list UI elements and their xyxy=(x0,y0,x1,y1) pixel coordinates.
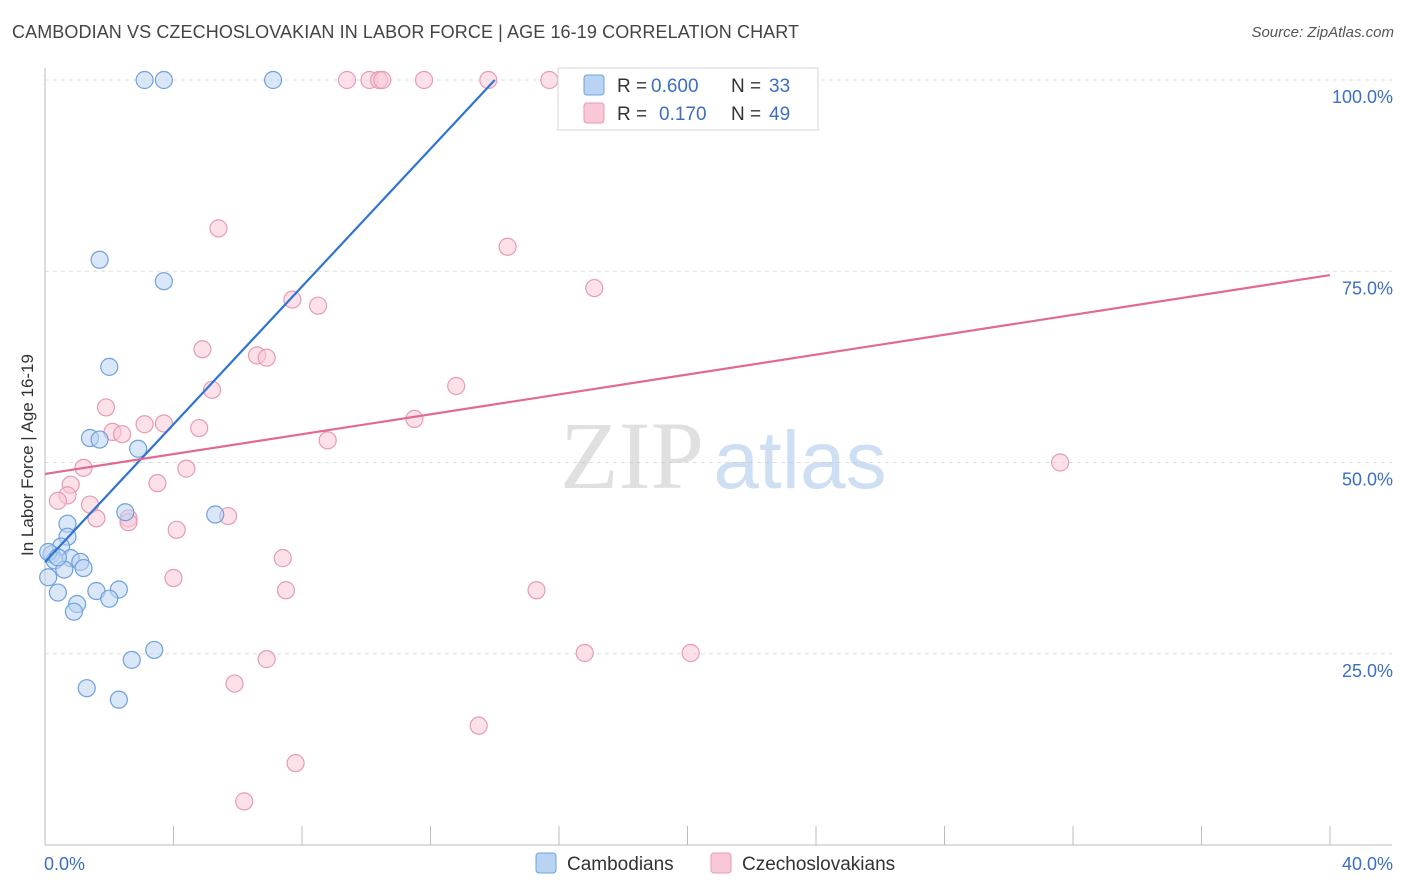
x-tick-labels: 0.0% 40.0% xyxy=(44,854,1393,874)
czechoslovakians-point-42 xyxy=(575,643,594,663)
cambodians-point-21 xyxy=(48,583,67,602)
legend-r-label-2: R = xyxy=(617,104,647,125)
cambodians-point-7 xyxy=(90,430,109,449)
czechoslovakians-point-17 xyxy=(96,398,116,417)
czechoslovakians-point-38 xyxy=(273,549,292,568)
trend-lines xyxy=(44,79,1331,563)
czechoslovakians-point-48 xyxy=(235,792,254,811)
czechoslovakians-point-28 xyxy=(148,474,167,493)
czechoslovakians-point-40 xyxy=(276,581,296,600)
czechoslovakians-point-44 xyxy=(257,650,276,669)
legend-r-value-1: 0.600 xyxy=(651,76,699,97)
czechoslovakians-point-20 xyxy=(154,414,173,433)
legend-r-value-2: 0.170 xyxy=(659,104,707,125)
y-tick-labels: 100.0% 75.0% 50.0% 25.0% xyxy=(1332,87,1393,681)
y-axis-label: In Labor Force | Age 16-19 xyxy=(18,354,37,556)
cambodians-point-10 xyxy=(206,505,225,524)
czechoslovakians-point-47 xyxy=(286,754,305,773)
cambodians-point-4 xyxy=(154,272,173,291)
chart-title: CAMBODIAN VS CZECHOSLOVAKIAN IN LABOR FO… xyxy=(12,22,800,42)
czechoslovakians-point-9 xyxy=(585,278,604,298)
czechoslovakians-point-6 xyxy=(540,70,559,90)
legend-r-label-1: R = xyxy=(617,76,647,97)
cambodians-point-1 xyxy=(154,70,173,90)
czechoslovakians-point-24 xyxy=(318,431,337,450)
czechoslovakians-point-5 xyxy=(479,70,498,90)
cambodians-point-24 xyxy=(100,589,119,608)
cambodians-point-32 xyxy=(48,548,67,567)
watermark-atlas: atlas xyxy=(713,415,886,506)
czechoslovakians-point-21 xyxy=(190,418,209,438)
czechoslovakians-point-7 xyxy=(498,237,517,256)
czechoslovakians-point-25 xyxy=(1051,453,1070,472)
czechoslovakians-point-10 xyxy=(283,290,302,309)
legend-n-value-1: 33 xyxy=(769,76,790,97)
czechoslovakians-point-41 xyxy=(527,581,546,600)
series-swatch-cambodians xyxy=(535,852,557,874)
legend-box: R = 0.600 N = 33 R = 0.170 N = 49 xyxy=(557,67,819,131)
czechoslovakians-point-46 xyxy=(469,716,488,735)
watermark-zip: ZIP xyxy=(560,402,704,509)
cambodians-point-28 xyxy=(122,650,141,669)
czechoslovakians-point-37 xyxy=(167,520,186,539)
czechoslovakians-point-33 xyxy=(87,509,106,528)
legend-n-label-2: N = xyxy=(731,104,761,125)
czechoslovakians-point-19 xyxy=(135,415,154,434)
legend-n-label-1: N = xyxy=(731,76,761,97)
czechoslovakians-points xyxy=(48,70,1070,811)
cambodians-point-19 xyxy=(74,558,93,578)
series-swatch-czechoslovakians xyxy=(710,852,732,874)
czechoslovakians-point-26 xyxy=(177,459,196,478)
czechoslovakians-point-16 xyxy=(202,380,222,399)
legend-swatch-czechoslovakians xyxy=(583,102,605,124)
czechoslovakians-point-14 xyxy=(257,348,276,367)
czechoslovakians-point-12 xyxy=(193,340,212,359)
legend-n-value-2: 49 xyxy=(769,104,790,125)
cambodians-point-30 xyxy=(109,690,128,709)
cambodians-point-8 xyxy=(129,439,148,458)
source-label: Source: ZipAtlas.com xyxy=(1251,24,1394,41)
cambodians-point-9 xyxy=(116,503,135,522)
czechoslovakians-point-8 xyxy=(209,219,228,238)
series-name-cambodians: Cambodians xyxy=(567,854,674,875)
cambodians-points xyxy=(39,70,283,709)
series-name-czechoslovakians: Czechoslovakians xyxy=(742,854,895,875)
cambodians-trend-line xyxy=(44,79,496,563)
czechoslovakians-point-11 xyxy=(308,296,328,315)
czechoslovakians-point-43 xyxy=(681,643,700,663)
axes xyxy=(44,68,1392,846)
czechoslovakians-point-15 xyxy=(447,376,466,396)
czechoslovakians-point-23 xyxy=(112,425,132,444)
cambodians-point-26 xyxy=(64,602,84,621)
watermark: ZIP atlas xyxy=(560,402,887,509)
czechoslovakians-point-0 xyxy=(337,70,357,90)
czechoslovakians-point-3 xyxy=(373,70,392,90)
czechoslovakians-point-39 xyxy=(164,568,183,588)
y-tick-label-0: 100.0% xyxy=(1332,87,1393,107)
cambodians-point-29 xyxy=(77,679,96,698)
cambodians-point-27 xyxy=(145,640,164,660)
y-tick-label-3: 25.0% xyxy=(1342,661,1393,681)
czechoslovakians-point-45 xyxy=(225,674,244,693)
cambodians-point-5 xyxy=(100,357,119,376)
y-tick-label-2: 50.0% xyxy=(1342,470,1393,490)
czechoslovakians-point-4 xyxy=(414,70,434,90)
czechoslovakians-trend-line xyxy=(44,273,1331,476)
x-tick-label-0: 0.0% xyxy=(44,854,85,874)
czechoslovakians-point-18 xyxy=(405,409,424,428)
y-tick-label-1: 75.0% xyxy=(1342,278,1393,298)
legend-swatch-cambodians xyxy=(583,74,605,96)
x-tick-label-1: 40.0% xyxy=(1342,854,1393,874)
czechoslovakians-point-31 xyxy=(48,491,67,510)
cambodians-point-3 xyxy=(90,250,109,269)
cambodians-point-0 xyxy=(135,70,154,90)
grid-lines xyxy=(45,79,1392,655)
series-legend: Cambodians Czechoslovakians xyxy=(535,852,895,875)
cambodians-point-2 xyxy=(263,70,283,90)
cambodians-point-20 xyxy=(39,568,58,587)
